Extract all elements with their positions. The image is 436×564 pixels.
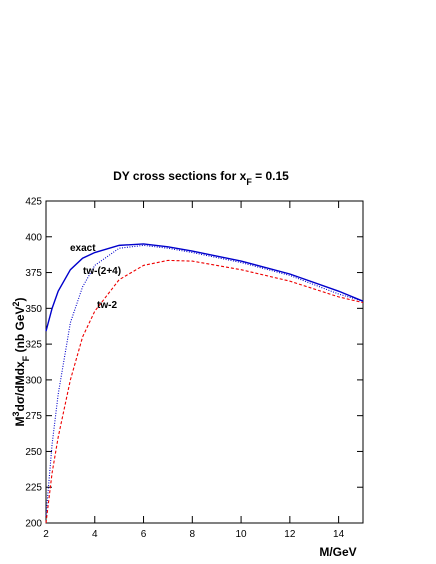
series-line [45, 243, 364, 332]
y-tick-label: 375 [25, 268, 42, 279]
series-label: tw-(2+4) [83, 266, 121, 277]
y-label-part: (nb GeV [13, 306, 27, 355]
x-tick-label: 10 [236, 529, 248, 540]
y-axis-label: M3dσ/dMdxF (nb GeV2) [11, 297, 31, 426]
y-tick-label: 250 [25, 447, 42, 458]
y-label-part: dσ/dMdx [13, 361, 27, 412]
series-line [45, 244, 364, 516]
series-label: tw-2 [97, 300, 117, 311]
x-axis-label: M/GeV [319, 545, 356, 559]
x-tick-label: 4 [92, 529, 98, 540]
title-text: = 0.15 [252, 169, 289, 183]
y-tick-label: 350 [25, 304, 42, 315]
y-tick-label: 300 [25, 375, 42, 386]
y-tick-label: 425 [25, 197, 42, 208]
title-sub: F [246, 177, 252, 187]
y-tick-label: 325 [25, 340, 42, 351]
plot-frame [45, 200, 364, 524]
x-tick-label: 8 [190, 529, 196, 540]
y-tick-label: 400 [25, 232, 42, 243]
x-tick-label: 2 [43, 529, 49, 540]
chart-title: DY cross sections for xF = 0.15 [113, 169, 289, 187]
y-label-part: 3 [11, 412, 21, 417]
title-text: DY cross sections for x [113, 169, 246, 183]
y-label-part: 2 [11, 301, 21, 306]
y-label-part: F [21, 355, 31, 361]
y-tick-label: 225 [25, 483, 42, 494]
x-tick-label: 6 [141, 529, 147, 540]
x-tick-label: 12 [284, 529, 296, 540]
y-tick-label: 200 [25, 519, 42, 530]
y-tick-label: 275 [25, 411, 42, 422]
series-label: exact [70, 243, 96, 254]
y-label-part: M [13, 417, 27, 427]
series-line [45, 259, 364, 524]
y-label-part: ) [13, 297, 27, 301]
x-tick-label: 14 [333, 529, 345, 540]
